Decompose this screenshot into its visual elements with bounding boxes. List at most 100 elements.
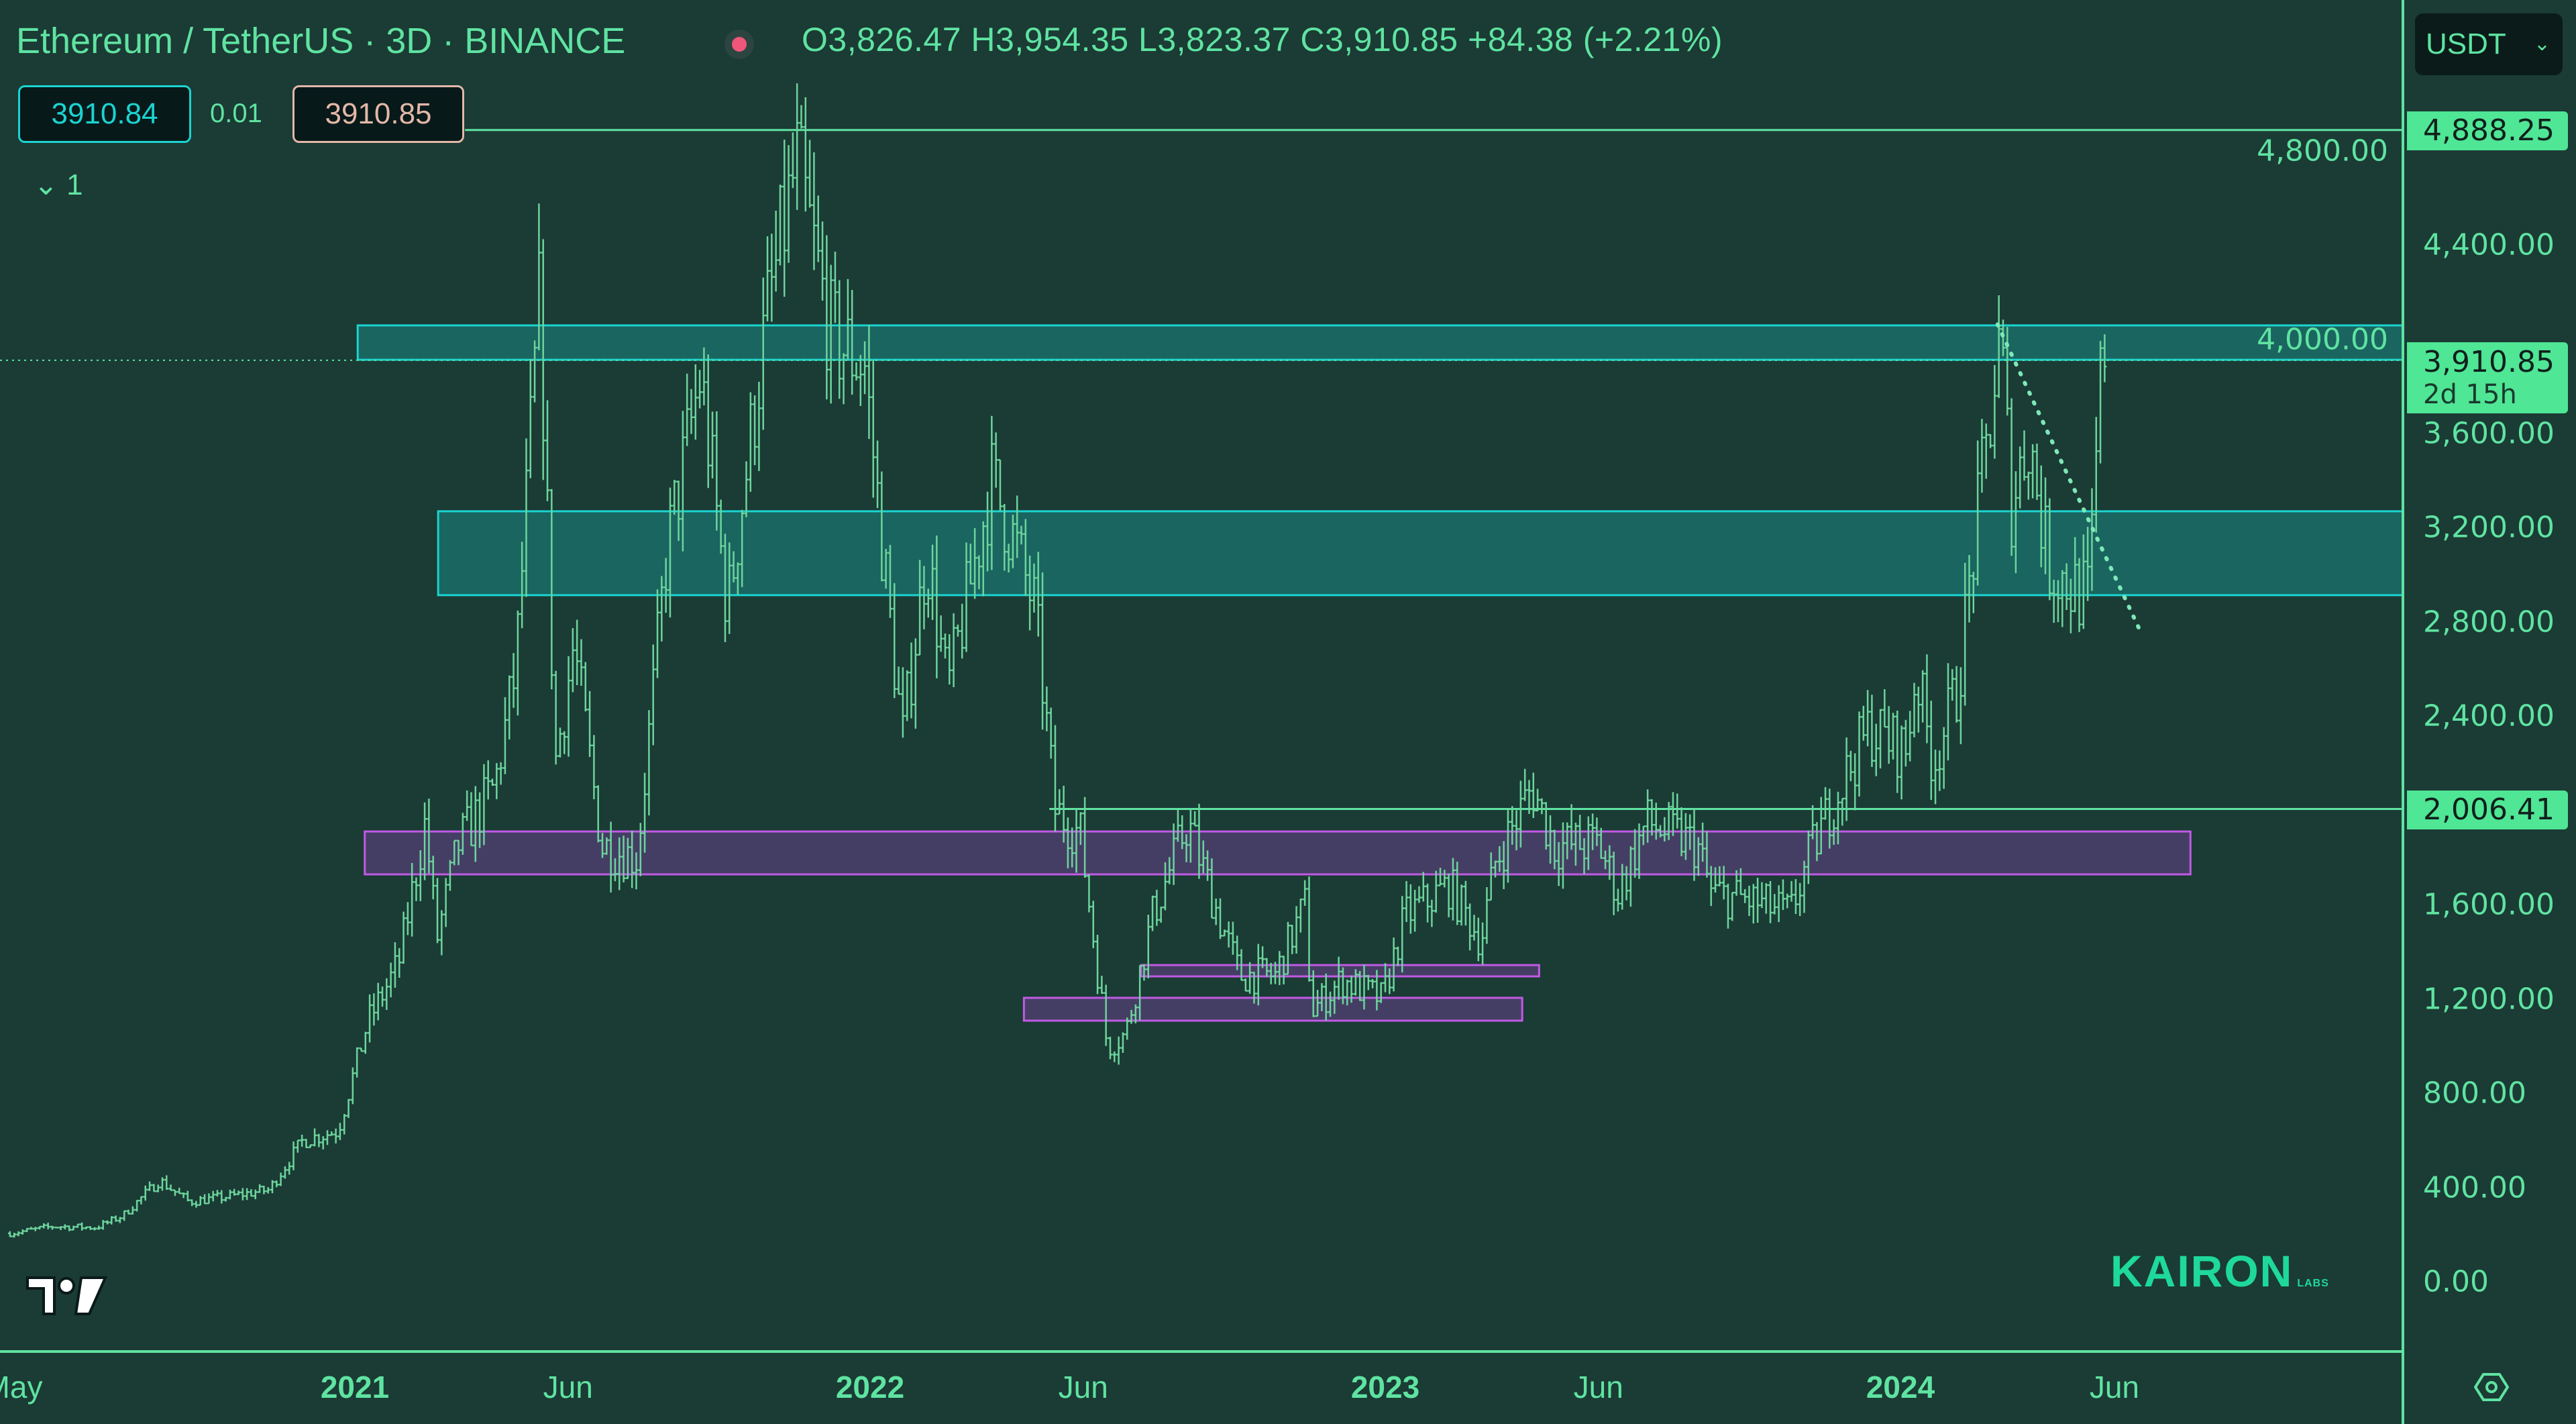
candle [1023, 519, 1028, 597]
candle [667, 487, 672, 618]
settings-hexagon-icon[interactable] [2474, 1372, 2509, 1403]
candle [1450, 858, 1455, 921]
candle [473, 786, 478, 862]
currency-value: USDT [2426, 28, 2506, 60]
candle [545, 400, 550, 501]
candle [964, 542, 969, 652]
market-status-icon[interactable] [724, 30, 754, 59]
time-tick-label: Jun [1573, 1370, 1623, 1405]
candle [1713, 867, 1718, 893]
candle [130, 1206, 135, 1215]
candle [592, 735, 596, 799]
candle [388, 962, 393, 998]
candle [1281, 956, 1286, 984]
zones-layer [356, 324, 2404, 1022]
candle [1514, 810, 1519, 851]
candle [1065, 817, 1070, 868]
candle [1438, 868, 1443, 886]
candle [1607, 845, 1612, 880]
candle [511, 653, 516, 708]
candle [1692, 808, 1697, 881]
candle [1371, 978, 1375, 988]
candle [600, 833, 605, 858]
candle [20, 1229, 25, 1235]
candle [1493, 860, 1498, 878]
candle [223, 1197, 228, 1202]
tradingview-logo[interactable] [25, 1274, 108, 1318]
candle [287, 1162, 292, 1175]
candle [1290, 924, 1295, 954]
candle [67, 1225, 72, 1231]
candle [1332, 980, 1337, 1014]
time-tick-label: Jun [1058, 1370, 1108, 1405]
candle [25, 1227, 30, 1232]
candle [46, 1222, 50, 1229]
candle [1099, 976, 1104, 994]
candle [1565, 822, 1570, 860]
candle [1340, 967, 1345, 1005]
candle [989, 415, 994, 570]
candle [2102, 334, 2107, 383]
candle [1171, 823, 1176, 885]
candle [1599, 827, 1603, 859]
indicators-toggle[interactable]: ⌄ 1 [34, 168, 83, 202]
candle [651, 644, 655, 746]
candle [934, 536, 939, 678]
candle [172, 1189, 177, 1197]
sell-price-button[interactable]: 3910.84 [18, 85, 191, 143]
candle [1087, 874, 1091, 913]
candle [1789, 880, 1794, 902]
candle [883, 548, 888, 589]
support-zone [364, 830, 2192, 876]
symbol-title[interactable]: Ethereum / TetherUS · 3D · BINANCE [16, 20, 625, 62]
trend-line-layer [1995, 322, 2143, 635]
candle [304, 1139, 309, 1149]
candle [1844, 737, 1849, 821]
candle [693, 364, 698, 440]
candle [1992, 365, 1997, 459]
candle [706, 354, 710, 489]
candle [2055, 580, 2060, 623]
candle [2031, 444, 2035, 499]
candle [1214, 898, 1218, 925]
candle [875, 440, 880, 509]
candle [274, 1180, 279, 1188]
candle [845, 278, 850, 360]
candle [502, 697, 507, 774]
candle [1489, 852, 1493, 901]
currency-select[interactable]: USDT ⌄ [2415, 13, 2563, 75]
candle [1400, 896, 1405, 973]
candle [1226, 921, 1231, 948]
candle [1886, 706, 1891, 764]
candle [1230, 921, 1235, 955]
candle [1307, 876, 1311, 982]
candle [638, 823, 643, 876]
buy-price-button[interactable]: 3910.85 [292, 85, 464, 143]
candle [380, 986, 385, 1007]
candle [152, 1184, 156, 1192]
time-tick-label: 2023 [1350, 1370, 1420, 1405]
candle [1074, 808, 1079, 873]
candle [583, 662, 588, 712]
candle [1646, 789, 1650, 843]
candle [93, 1227, 97, 1231]
candle [1120, 1032, 1125, 1053]
candle [1670, 792, 1675, 836]
candle [1303, 880, 1307, 906]
candle [930, 544, 935, 620]
candle [1861, 705, 1866, 741]
candle [685, 373, 690, 446]
candle [680, 411, 685, 552]
candle [1256, 944, 1260, 1006]
candle [926, 589, 930, 618]
candle [1049, 707, 1053, 759]
candle [185, 1190, 190, 1202]
candle [282, 1166, 287, 1179]
candle [528, 358, 533, 478]
candle [1890, 713, 1895, 760]
candle [938, 615, 943, 652]
candle [1205, 850, 1210, 881]
candle [985, 491, 990, 572]
candle [1108, 1036, 1112, 1060]
